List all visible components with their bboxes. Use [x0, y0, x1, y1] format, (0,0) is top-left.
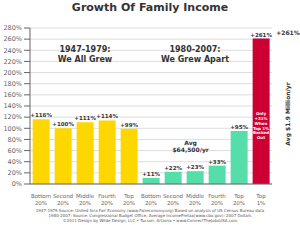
svg-text:Top1%: Top1% — [255, 193, 266, 206]
svg-text:Top20%: Top20% — [123, 193, 135, 206]
svg-text:Avg $1.9 Million/yr: Avg $1.9 Million/yr — [284, 82, 292, 145]
svg-text:Fourth20%: Fourth20% — [208, 193, 226, 206]
svg-text:+116%: +116% — [30, 112, 52, 118]
svg-text:+261%: +261% — [276, 29, 292, 36]
svg-text:140%: 140% — [8, 102, 22, 110]
html-text:Growth Of Family Income: Growth Of Family Income — [71, 1, 229, 14]
svg-text:+33%: +33% — [208, 159, 226, 165]
svg-text:160%: 160% — [8, 91, 22, 99]
svg-text:200%: 200% — [8, 69, 22, 77]
svg-text:Middle20%: Middle20% — [186, 193, 205, 206]
svg-text:0%: 0% — [12, 180, 22, 188]
svg-text:Fourth20%: Fourth20% — [98, 193, 116, 206]
svg-text:Avg$64,500/yr: Avg$64,500/yr — [172, 139, 208, 154]
svg-text:+22%: +22% — [164, 165, 182, 171]
svg-text:220%: 220% — [8, 58, 22, 66]
svg-text:+99%: +99% — [120, 122, 138, 128]
svg-text:60%: 60% — [8, 147, 22, 155]
svg-text:1947-1979:We All Grew: 1947-1979:We All Grew — [58, 45, 113, 64]
svg-text:+95%: +95% — [230, 124, 248, 130]
svg-text:20%: 20% — [8, 169, 22, 177]
svg-text:Bottom20%: Bottom20% — [31, 193, 51, 206]
svg-text:Middle20%: Middle20% — [76, 193, 95, 206]
svg-text:120%: 120% — [8, 113, 22, 121]
svg-text:+100%: +100% — [52, 121, 74, 127]
svg-text:80%: 80% — [8, 136, 22, 144]
svg-text:280%: 280% — [8, 24, 22, 32]
svg-text:40%: 40% — [8, 158, 22, 166]
svg-text:Bottom20%: Bottom20% — [141, 193, 161, 206]
svg-text:100%: 100% — [8, 125, 22, 133]
svg-text:1980-2007:We Grew Apart: 1980-2007:We Grew Apart — [161, 45, 229, 64]
svg-text:+111%: +111% — [74, 115, 96, 121]
svg-text:180%: 180% — [8, 80, 22, 88]
svg-text:+11%: +11% — [142, 171, 160, 177]
svg-text:+23%: +23% — [186, 164, 204, 170]
svg-text:Second20%: Second20% — [163, 193, 183, 206]
html-text:1947-1979 Source: United fora: 1947-1979 Source: United fora Fair Econo… — [35, 208, 265, 223]
svg-text:+114%: +114% — [96, 113, 118, 119]
svg-text:Top20%: Top20% — [233, 193, 245, 206]
svg-text:240%: 240% — [8, 47, 22, 55]
svg-text:Only+31%WhenTop 1%BackedOut: Only+31%WhenTop 1%BackedOut — [253, 111, 269, 140]
svg-text:260%: 260% — [8, 35, 22, 43]
svg-text:Second20%: Second20% — [53, 193, 73, 206]
svg-text:+261%: +261% — [250, 32, 272, 38]
